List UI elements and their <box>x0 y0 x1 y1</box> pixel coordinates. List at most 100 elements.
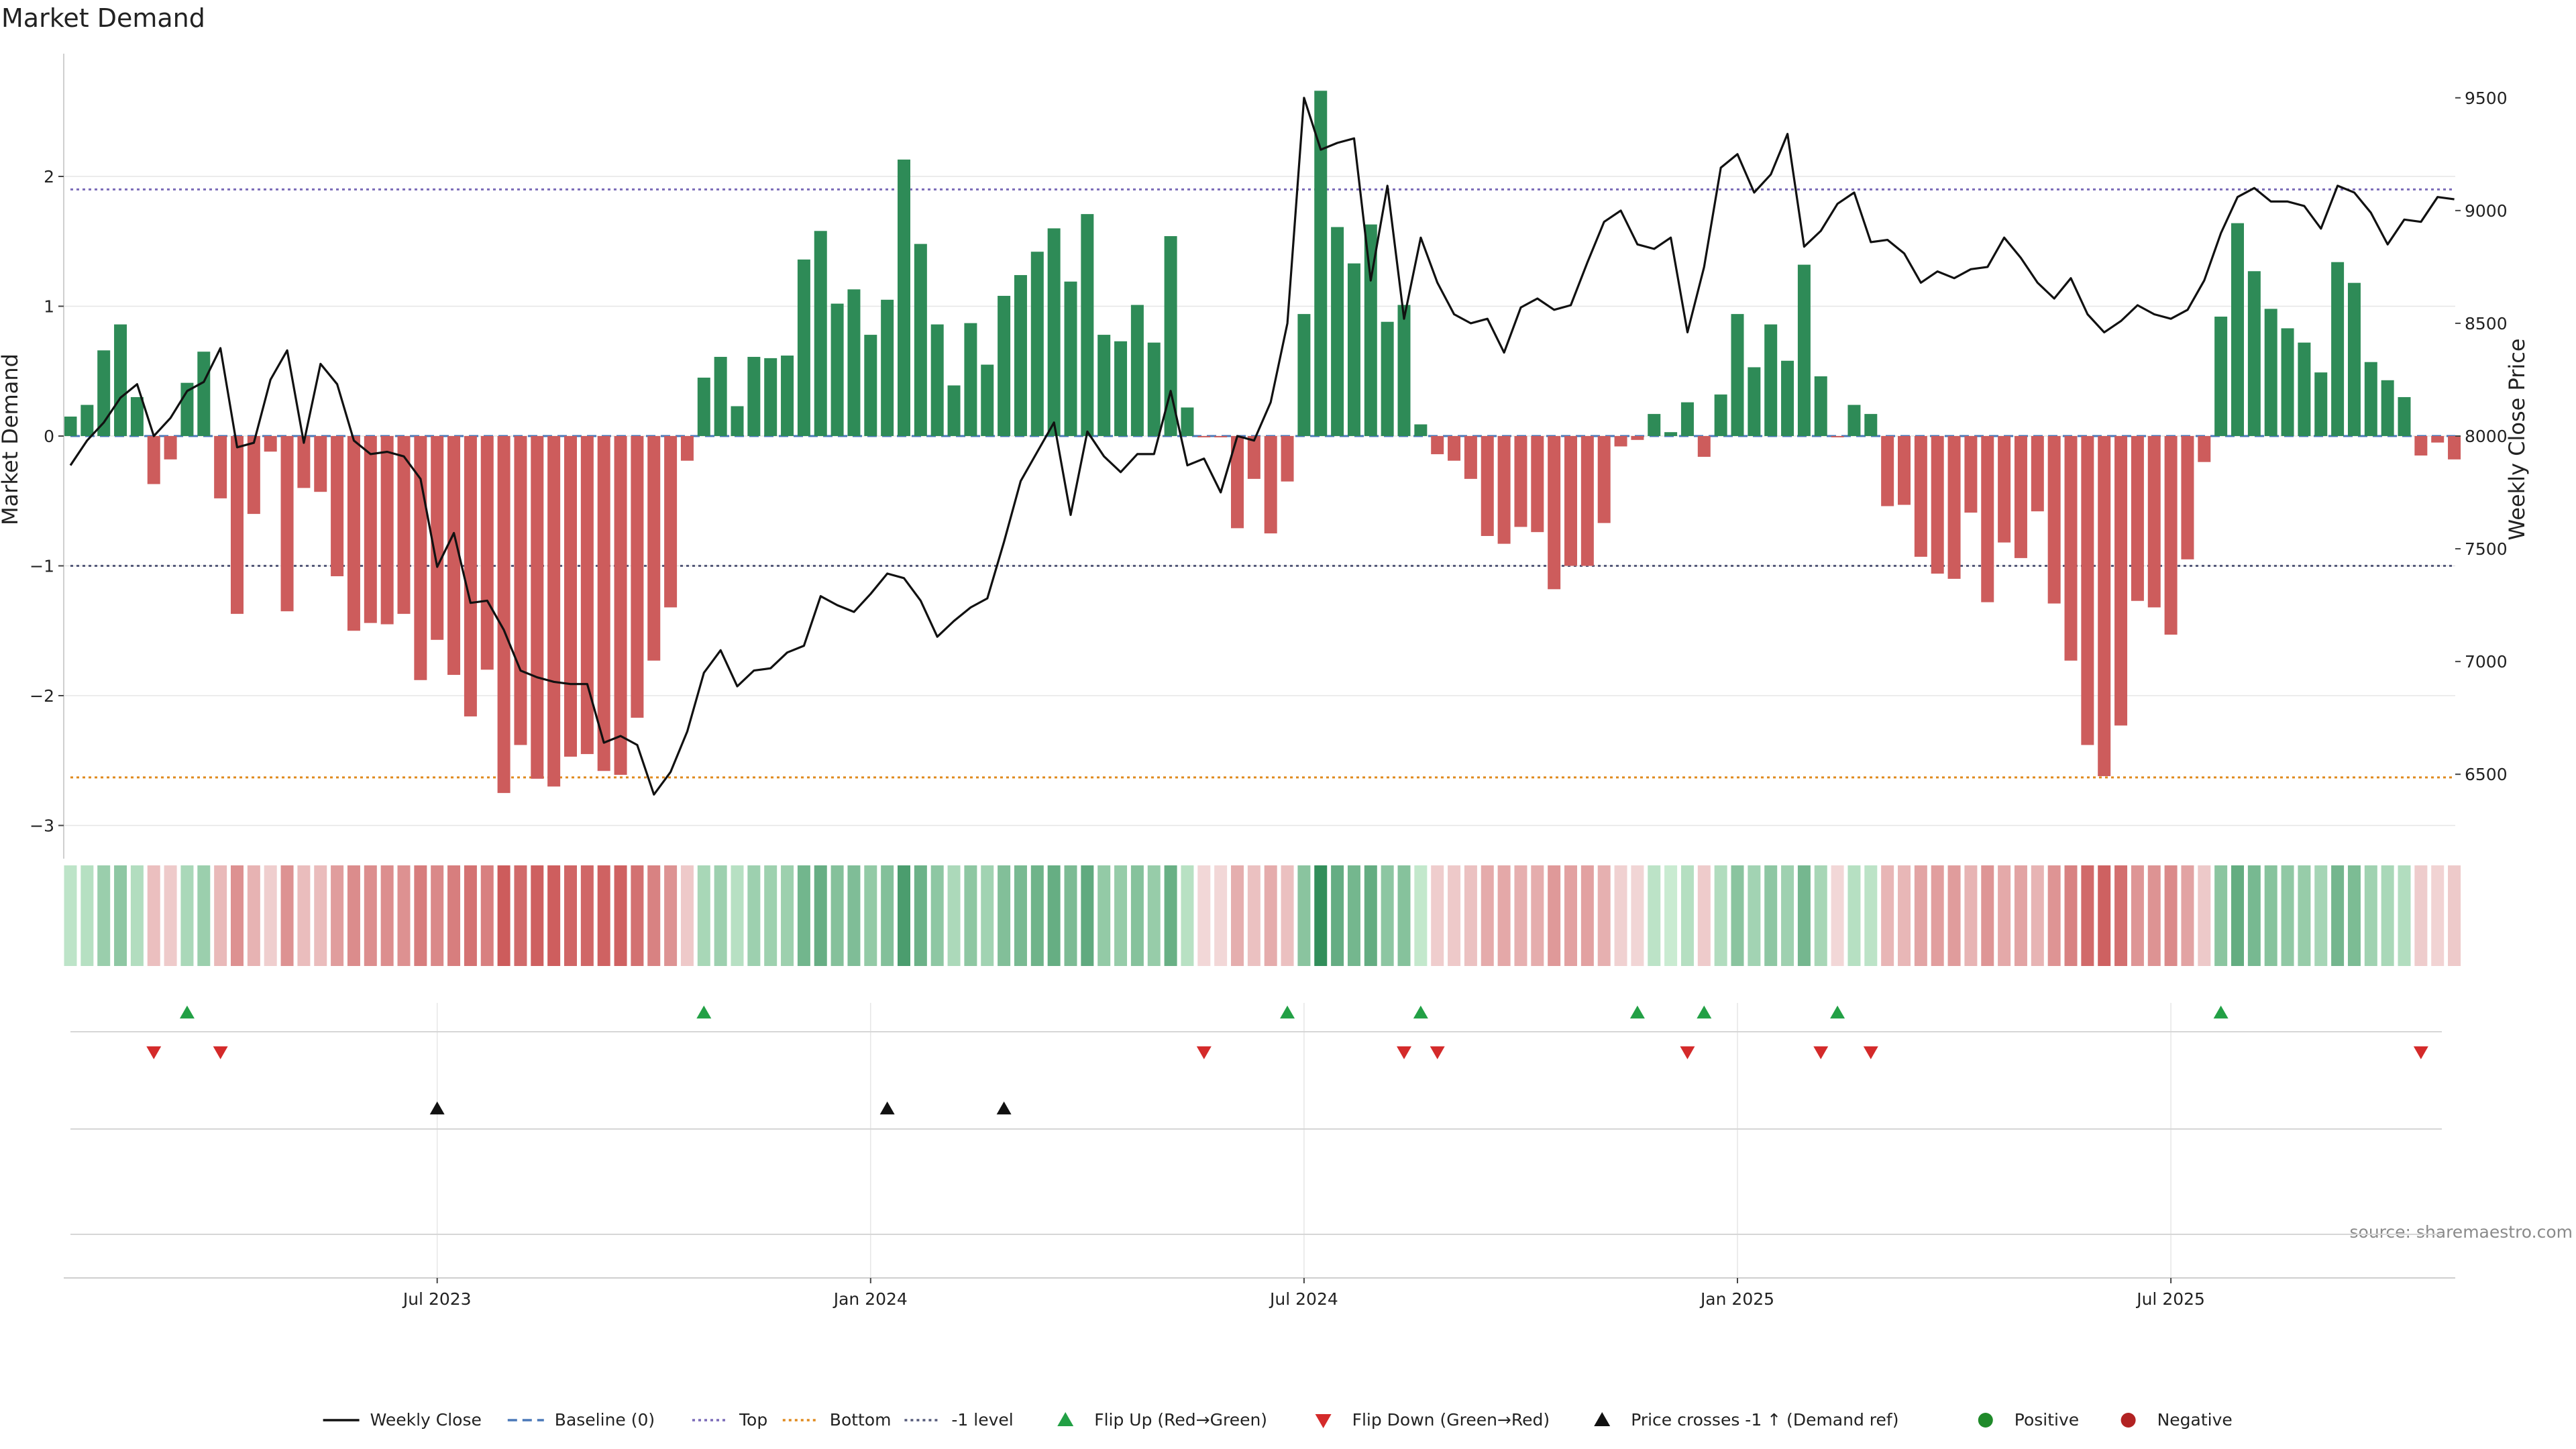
demand-bar-positive <box>1764 324 1778 436</box>
heat-strip-cell <box>1797 865 1811 966</box>
legend: Weekly Close Baseline (0) Top Bottom -1 leve… <box>323 1410 2233 1430</box>
demand-bar-positive <box>2398 396 2411 436</box>
legend-marker-positive <box>1978 1413 1993 1428</box>
demand-bar-negative <box>2198 436 2211 462</box>
heat-strip-cell <box>1130 865 1144 966</box>
y-tick-label: 2 <box>44 167 54 186</box>
demand-bar-positive <box>864 335 877 436</box>
price-cross-marker <box>879 1102 895 1115</box>
heat-strip-cell <box>331 865 344 966</box>
heat-strip-cell <box>1481 865 1494 966</box>
heat-strip-cell <box>1998 865 2011 966</box>
heat-strip-cell <box>564 865 577 966</box>
heat-strip-cell <box>2081 865 2094 966</box>
heat-strip-cell <box>1947 865 1961 966</box>
demand-bar-positive <box>2331 262 2345 436</box>
flip-down-marker <box>1680 1046 1695 1059</box>
demand-bar-positive <box>2381 380 2394 436</box>
demand-bar-negative <box>447 436 461 676</box>
heat-strip-cell <box>1697 865 1711 966</box>
demand-bar-positive <box>830 303 844 436</box>
heat-strip-cell <box>1231 865 1244 966</box>
demand-bar-negative <box>514 436 527 745</box>
demand-bar-negative <box>1448 436 1461 461</box>
demand-bar-negative <box>647 436 661 661</box>
demand-bar-negative <box>531 436 544 779</box>
heat-strip-cell <box>1014 865 1027 966</box>
heat-strip-cell <box>1814 865 1827 966</box>
demand-bar-negative <box>2164 436 2178 635</box>
demand-bar-negative <box>1964 436 1978 513</box>
event-markers <box>70 1006 2442 1235</box>
demand-bar-negative <box>2081 436 2094 745</box>
heat-strip-cell <box>1397 865 1411 966</box>
heat-strip-cell <box>1381 865 1394 966</box>
demand-bar-positive <box>714 356 727 436</box>
heat-strip-cell <box>280 865 294 966</box>
demand-bar-negative <box>147 436 160 484</box>
heat-strip-cell <box>2014 865 2027 966</box>
demand-bar-negative <box>664 436 678 608</box>
demand-bar-negative <box>497 436 511 794</box>
legend-label-price_cross: Price crosses -1 ↑ (Demand ref) <box>1631 1410 1898 1430</box>
heat-strip-cell <box>1847 865 1861 966</box>
y2-tick-label: 7500 <box>2465 539 2508 559</box>
demand-bar-positive <box>1814 376 1827 436</box>
demand-bar-positive <box>1114 341 1128 436</box>
heat-strip-cell <box>697 865 710 966</box>
heat-strip-cell <box>1047 865 1061 966</box>
legend-label-flip_up: Flip Up (Red→Green) <box>1094 1410 1267 1430</box>
heat-strip-cell <box>1714 865 1727 966</box>
y-tick-label: −2 <box>30 686 54 706</box>
heat-strip-cell <box>1030 865 1044 966</box>
heat-strip-cell <box>930 865 944 966</box>
heat-strip-cell <box>380 865 394 966</box>
y-tick-label: −1 <box>30 557 54 576</box>
heat-strip-cell <box>580 865 594 966</box>
heat-strip-cell <box>764 865 777 966</box>
demand-bar-positive <box>1381 321 1394 436</box>
x-tick-label: Jul 2025 <box>2135 1289 2205 1309</box>
heat-strip-cell <box>1464 865 1477 966</box>
demand-bar-positive <box>1414 424 1428 436</box>
heat-strip-cell <box>1597 865 1611 966</box>
price-cross-marker <box>429 1102 445 1115</box>
price-cross-marker <box>996 1102 1012 1115</box>
flip-down-marker <box>146 1046 162 1059</box>
demand-bar-negative <box>1497 436 1511 544</box>
heat-strip-cell <box>431 865 444 966</box>
heat-strip-cell <box>364 865 377 966</box>
heat-strip-cell <box>1147 865 1161 966</box>
heat-strip-cell <box>2448 865 2461 966</box>
demand-bar-negative <box>2181 436 2194 559</box>
heat-strip-cell <box>1431 865 1444 966</box>
demand-bar-negative <box>247 436 260 515</box>
heat-strip-cell <box>2047 865 2061 966</box>
demand-bar-negative <box>2014 436 2027 558</box>
heat-strip-cell <box>2314 865 2328 966</box>
y2-tick-label: 7000 <box>2465 652 2508 672</box>
demand-bar-positive <box>964 323 977 436</box>
demand-bar-negative <box>1514 436 1527 527</box>
legend-label-weekly_close: Weekly Close <box>370 1410 482 1430</box>
demand-bar-negative <box>280 436 294 612</box>
heat-strip-cell <box>1648 865 1661 966</box>
heat-strip-cell <box>2181 865 2194 966</box>
demand-bar-negative <box>2031 436 2044 512</box>
heat-strip-cell <box>2231 865 2244 966</box>
demand-bar-negative <box>231 436 244 614</box>
demand-bar-negative <box>1898 436 1911 505</box>
heat-strip-cell <box>1614 865 1627 966</box>
heat-strip-cell <box>1881 865 1894 966</box>
heat-strip-cell <box>1914 865 1927 966</box>
demand-bar-positive <box>1731 314 1744 436</box>
heat-strip-cell <box>264 865 277 966</box>
flip-down-marker <box>1813 1046 1829 1059</box>
demand-bar-negative <box>1998 436 2011 543</box>
heat-strip-cell <box>664 865 678 966</box>
heat-strip-cell <box>1964 865 1978 966</box>
demand-bar-positive <box>847 289 861 436</box>
demand-bar-negative <box>1548 436 1561 590</box>
demand-bar-positive <box>914 244 927 436</box>
heat-strip-cell <box>714 865 727 966</box>
